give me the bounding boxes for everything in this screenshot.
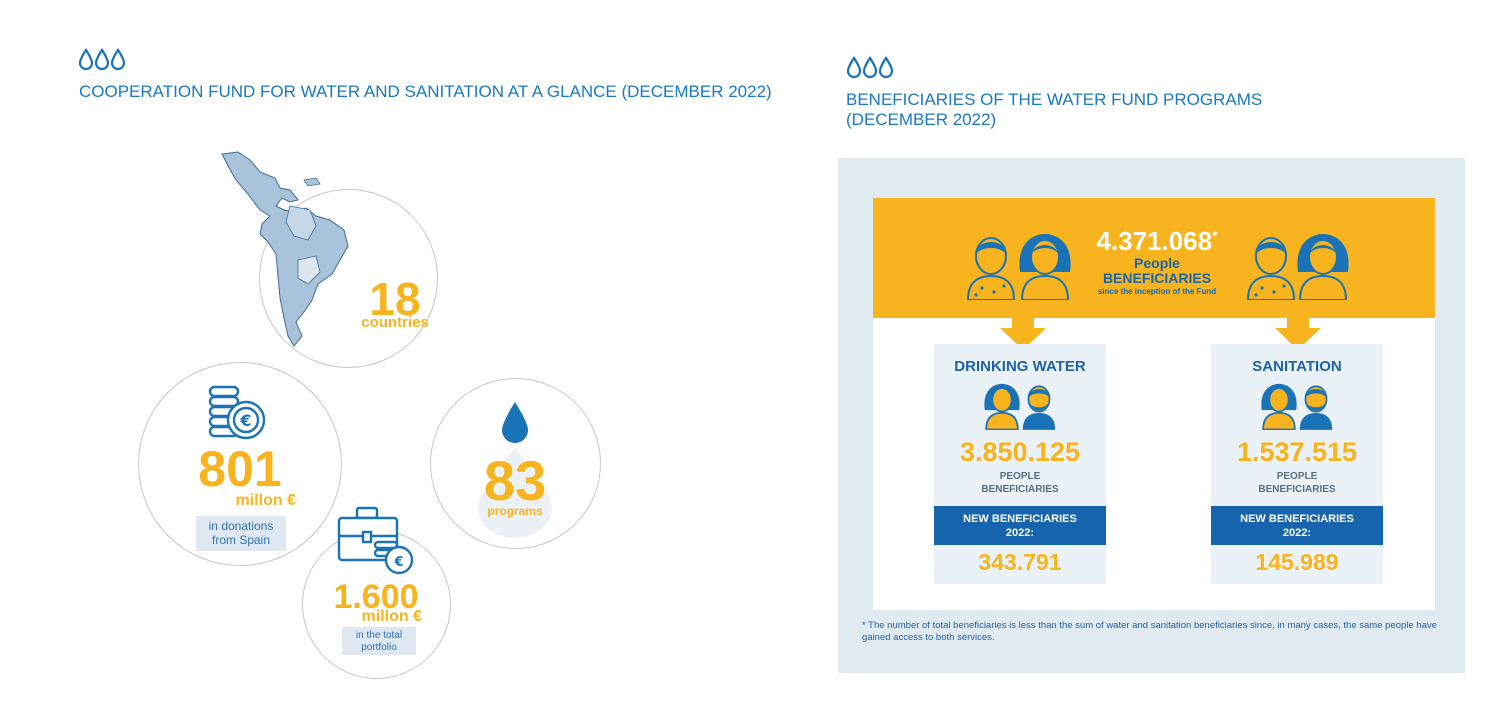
total-line2: BENEFICIARIES (1102, 269, 1212, 286)
drinking-water-value: 3.850.125 (959, 437, 1081, 467)
sanitation-new-value: 145.989 (1255, 549, 1339, 575)
sanitation-card: SANITATION 1.537.515 PEOPLE BENEFICIARIE… (1211, 344, 1383, 584)
portfolio-value: 1.600 (333, 578, 419, 616)
total-value-row: 4.371.068* (1082, 228, 1232, 254)
total-line3: since the inception of the Fund (1097, 287, 1217, 297)
water-drops-icon (78, 48, 126, 70)
footnote: * The number of total beneficiaries is l… (862, 620, 1437, 643)
countries-label: countries (361, 314, 429, 331)
left-title: COOPERATION FUND FOR WATER AND SANITATIO… (79, 82, 772, 101)
donations-value: 801 (198, 441, 282, 497)
drinking-water-card: DRINKING WATER 3.850.125 PEOPLE BENEFICI… (934, 344, 1106, 584)
right-title-line2: (DECEMBER 2022) (846, 110, 997, 130)
sanitation-value: 1.537.515 (1236, 437, 1358, 467)
woman-icon (1019, 234, 1071, 300)
woman-icon (1297, 234, 1349, 300)
right-title: BENEFICIARIES OF THE WATER FUND PROGRAMS… (846, 90, 1262, 131)
drinking-water-new-band: NEW BENEFICIARIES 2022: (934, 506, 1106, 545)
programs-value: 83 (483, 449, 547, 512)
sanitation-title: SANITATION (1252, 358, 1342, 375)
total-star: * (1212, 227, 1218, 244)
latin-america-map-icon (221, 151, 349, 347)
portfolio-note: in the total portfolio (342, 627, 416, 655)
woman-icon (984, 383, 1020, 430)
man-icon (1022, 385, 1056, 430)
sanitation-label-2: BENEFICIARIES (1258, 483, 1336, 495)
arrow-down-icon (1275, 316, 1321, 350)
sanitation-new-label-2: 2022: (1282, 527, 1312, 540)
left-section: COOPERATION FUND FOR WATER AND SANITATIO… (78, 48, 772, 679)
svg-text:€: € (393, 555, 403, 570)
sanitation-label: PEOPLE BENEFICIARIES (1211, 471, 1383, 496)
man-icon (966, 237, 1016, 300)
programs-label: programs (487, 504, 543, 518)
water-drops-icon (846, 56, 894, 78)
total-beneficiaries: 4.371.068* People BENEFICIARIES since th… (1082, 228, 1232, 296)
drinking-water-new-value: 343.791 (978, 549, 1062, 575)
water-drop-icon (478, 402, 552, 538)
countries-value: 18 (369, 273, 421, 325)
portfolio-unit: millon € (361, 608, 422, 625)
drinking-water-label: PEOPLE BENEFICIARIES (934, 471, 1106, 496)
man-icon (1246, 237, 1296, 300)
drinking-water-title: DRINKING WATER (954, 358, 1086, 375)
man-icon (1299, 385, 1333, 430)
woman-icon (1261, 383, 1297, 430)
total-line1: People (1134, 255, 1180, 271)
donations-note: in donations from Spain (196, 516, 286, 551)
drinking-water-label-2: BENEFICIARIES (981, 483, 1059, 495)
svg-text:€: € (239, 411, 251, 430)
briefcase-euro-icon: € (337, 506, 414, 575)
sanitation-new-label-1: NEW BENEFICIARIES (1240, 513, 1354, 525)
sanitation-label-1: PEOPLE (1276, 471, 1318, 482)
euro-coins-icon: € (208, 385, 266, 440)
total-value: 4.371.068 (1096, 226, 1213, 256)
arrow-down-icon (1000, 316, 1046, 350)
drinking-water-new-label-1: NEW BENEFICIARIES (963, 513, 1077, 525)
drinking-water-label-1: PEOPLE (999, 471, 1041, 482)
donations-unit: millon € (235, 492, 296, 509)
right-title-line1: BENEFICIARIES OF THE WATER FUND PROGRAMS (846, 90, 1263, 109)
drinking-water-new-label-2: 2022: (1005, 527, 1035, 540)
sanitation-new-band: NEW BENEFICIARIES 2022: (1211, 506, 1383, 545)
